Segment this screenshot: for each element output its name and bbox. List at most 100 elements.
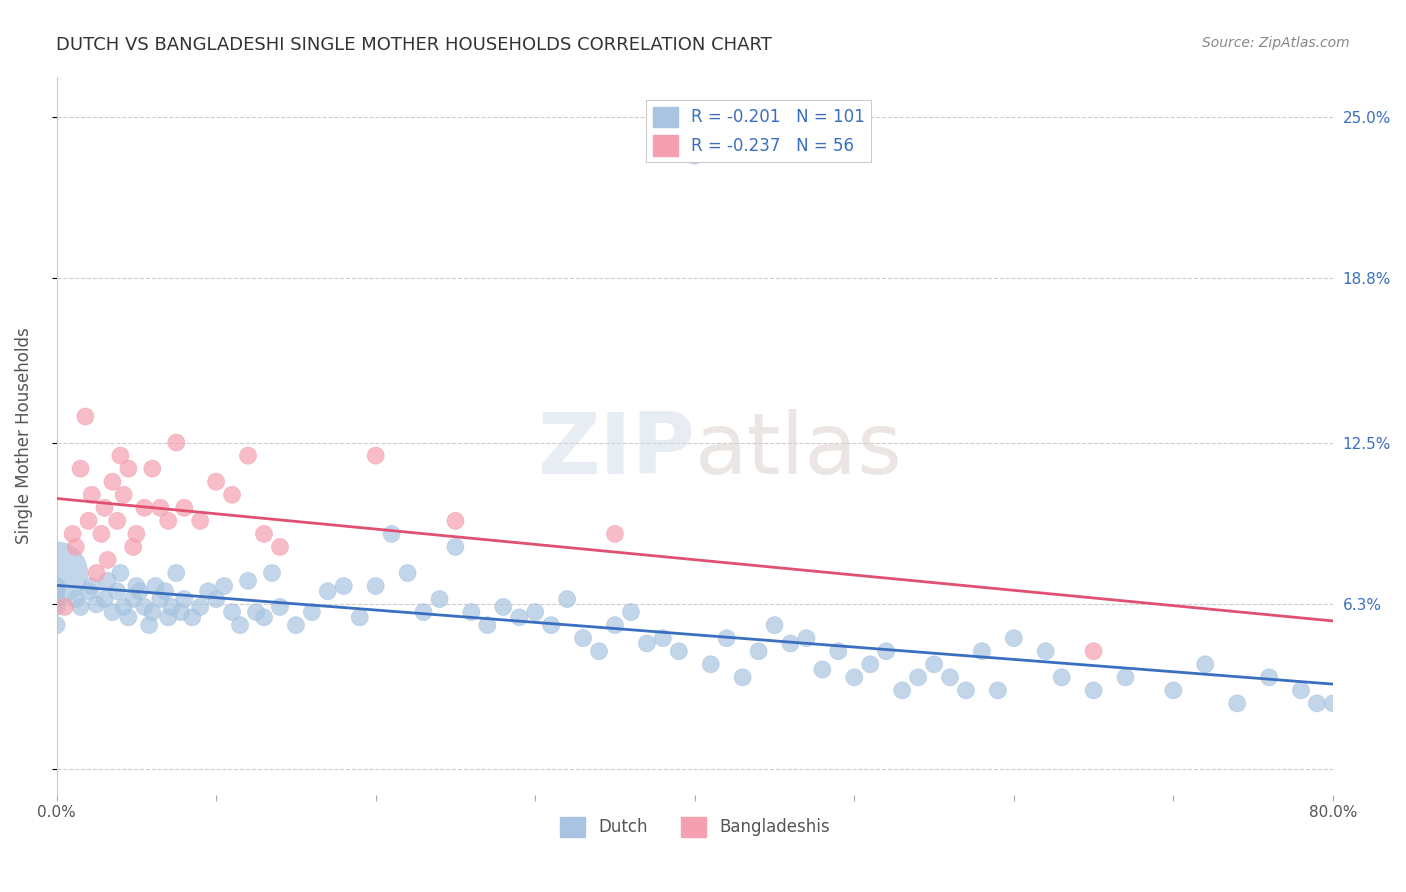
Point	[90, 527, 112, 541]
Point	[699, 657, 721, 672]
Point	[45, 579, 67, 593]
Point	[1050, 670, 1073, 684]
Point	[128, 584, 150, 599]
Point	[333, 579, 356, 593]
Point	[160, 599, 183, 614]
Point	[188, 514, 211, 528]
Point	[748, 644, 770, 658]
Point	[381, 527, 404, 541]
Point	[86, 566, 108, 580]
Point	[939, 670, 962, 684]
Point	[460, 605, 482, 619]
Point	[145, 579, 167, 593]
Point	[45, 618, 67, 632]
Point	[110, 449, 132, 463]
Point	[364, 579, 387, 593]
Point	[779, 636, 801, 650]
Point	[165, 566, 187, 580]
Point	[205, 475, 228, 489]
Point	[731, 670, 754, 684]
Point	[86, 597, 108, 611]
Point	[269, 540, 291, 554]
Point	[301, 605, 323, 619]
Point	[141, 605, 163, 619]
Point	[170, 605, 193, 619]
Point	[125, 579, 148, 593]
Point	[236, 574, 259, 588]
Point	[93, 592, 115, 607]
Point	[173, 592, 195, 607]
Point	[412, 605, 434, 619]
Legend: Dutch, Bangladeshis: Dutch, Bangladeshis	[553, 810, 837, 844]
Point	[245, 605, 267, 619]
Point	[683, 149, 706, 163]
Point	[253, 610, 276, 624]
Point	[349, 610, 371, 624]
Point	[112, 488, 135, 502]
Point	[477, 618, 499, 632]
Point	[891, 683, 914, 698]
Point	[62, 527, 84, 541]
Point	[229, 618, 252, 632]
Point	[1002, 631, 1025, 645]
Point	[101, 605, 124, 619]
Point	[197, 584, 219, 599]
Point	[212, 579, 235, 593]
Point	[396, 566, 419, 580]
Point	[157, 610, 180, 624]
Point	[444, 514, 467, 528]
Point	[253, 527, 276, 541]
Point	[80, 579, 103, 593]
Point	[572, 631, 595, 645]
Point	[444, 540, 467, 554]
Point	[45, 566, 67, 580]
Text: atlas: atlas	[695, 409, 903, 491]
Point	[181, 610, 204, 624]
Point	[117, 610, 139, 624]
Point	[105, 584, 128, 599]
Point	[80, 488, 103, 502]
Point	[922, 657, 945, 672]
Point	[796, 631, 818, 645]
Point	[651, 631, 673, 645]
Point	[987, 683, 1010, 698]
Point	[141, 461, 163, 475]
Point	[540, 618, 562, 632]
Point	[75, 409, 97, 424]
Point	[1258, 670, 1281, 684]
Point	[555, 592, 578, 607]
Point	[364, 449, 387, 463]
Point	[53, 599, 76, 614]
Point	[97, 553, 120, 567]
Point	[69, 461, 91, 475]
Point	[260, 566, 283, 580]
Point	[970, 644, 993, 658]
Point	[875, 644, 897, 658]
Point	[69, 599, 91, 614]
Point	[1115, 670, 1137, 684]
Point	[125, 527, 148, 541]
Point	[205, 592, 228, 607]
Point	[1035, 644, 1057, 658]
Point	[1163, 683, 1185, 698]
Point	[188, 599, 211, 614]
Point	[101, 475, 124, 489]
Point	[236, 449, 259, 463]
Text: DUTCH VS BANGLADESHI SINGLE MOTHER HOUSEHOLDS CORRELATION CHART: DUTCH VS BANGLADESHI SINGLE MOTHER HOUSE…	[56, 36, 772, 54]
Point	[603, 618, 626, 632]
Point	[149, 500, 172, 515]
Point	[844, 670, 866, 684]
Point	[1306, 697, 1329, 711]
Point	[716, 631, 738, 645]
Point	[588, 644, 610, 658]
Point	[77, 584, 100, 599]
Point	[1083, 644, 1105, 658]
Point	[636, 636, 658, 650]
Point	[221, 488, 243, 502]
Point	[620, 605, 643, 619]
Point	[165, 435, 187, 450]
Point	[45, 599, 67, 614]
Point	[110, 566, 132, 580]
Y-axis label: Single Mother Households: Single Mother Households	[15, 327, 32, 544]
Point	[45, 584, 67, 599]
